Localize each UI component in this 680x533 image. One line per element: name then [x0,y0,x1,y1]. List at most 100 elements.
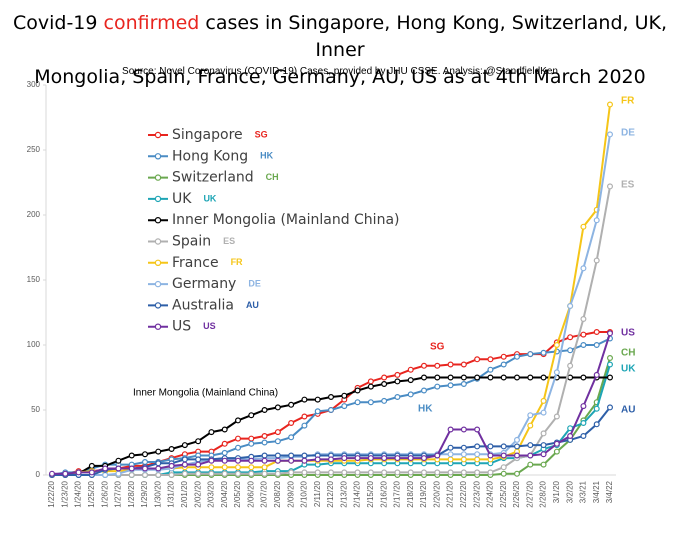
point [580,403,587,410]
point [261,439,268,446]
end-label: DE [621,128,635,139]
x-tick-label: 2/14/20 [353,480,362,507]
point [606,131,613,138]
point [394,469,401,476]
point [142,459,149,466]
point [235,470,242,477]
point [500,443,507,450]
x-tick-label: 2/15/20 [366,480,375,507]
x-tick-label: 2/13/20 [339,480,348,507]
point [274,452,281,459]
legend-code: FR [231,257,243,267]
title-part: cases in Singapore, Hong Kong, Switzerla… [205,12,668,61]
legend-marker [154,216,162,224]
point [421,455,428,462]
point [567,303,574,310]
point [381,374,388,381]
x-tick-label: 2/06/20 [246,480,255,507]
point [367,469,374,476]
x-tick-label: 2/09/20 [286,480,295,507]
point [593,257,600,264]
x-tick-label: 1/26/20 [100,480,109,507]
point [447,469,454,476]
point [567,334,574,341]
point [606,355,613,362]
point [606,374,613,381]
x-tick-label: 2/01/20 [180,480,189,507]
point [434,383,441,390]
x-tick-label: 2/17/20 [393,480,402,507]
point [195,461,202,468]
point [301,469,308,476]
point [434,374,441,381]
point [181,461,188,468]
point [513,374,520,381]
end-label: ES [621,180,635,191]
x-tick-label: 2/16/20 [379,480,388,507]
legend-code: ES [223,236,235,246]
point [367,378,374,385]
y-tick-label: 250 [27,145,41,154]
point [606,183,613,190]
x-tick-label: 2/21/20 [446,480,455,507]
point [527,452,534,459]
point [540,397,547,404]
point [248,464,255,471]
point [367,383,374,390]
point [474,426,481,433]
point [606,404,613,411]
point [513,353,520,360]
point [447,456,454,463]
legend-label: Inner Mongolia (Mainland China) [172,212,400,228]
end-label: AU [621,405,635,416]
legend-marker [154,195,162,203]
point [513,470,520,477]
point [128,465,135,472]
legend-item: Switzerland CH [148,170,279,186]
point [500,361,507,368]
x-tick-label: 1/23/20 [60,480,69,507]
inline-label: SG [430,342,445,353]
legend-label: Singapore [172,127,243,143]
point [354,387,361,394]
point [142,451,149,458]
point [221,440,228,447]
point [474,443,481,450]
point [407,391,414,398]
point [593,371,600,378]
point [421,374,428,381]
x-tick-label: 1/29/20 [140,480,149,507]
point [341,403,348,410]
x-tick-label: 2/12/20 [326,480,335,507]
point [580,420,587,427]
x-tick-label: 3/3/21 [579,480,588,503]
point [168,446,175,453]
point [181,456,188,463]
point [381,381,388,388]
point [128,472,135,479]
point [208,470,215,477]
point [274,470,281,477]
point [288,420,295,427]
point [487,374,494,381]
point [407,469,414,476]
x-tick-label: 3/4/22 [605,480,614,503]
x-tick-label: 2/03/20 [207,480,216,507]
legend-code: US [203,321,216,331]
x-tick-label: 1/22/20 [47,480,56,507]
point [447,451,454,458]
x-tick-label: 2/18/20 [406,480,415,507]
point [381,455,388,462]
point [248,470,255,477]
point [195,456,202,463]
legend-marker [154,302,162,309]
x-tick-label: 2/08/20 [273,480,282,507]
point [580,223,587,230]
inline-label: HK [418,404,433,415]
point [540,374,547,381]
point [460,469,467,476]
x-tick-label: 2/05/20 [233,480,242,507]
legend-label: Germany [172,276,236,292]
point [301,457,308,464]
